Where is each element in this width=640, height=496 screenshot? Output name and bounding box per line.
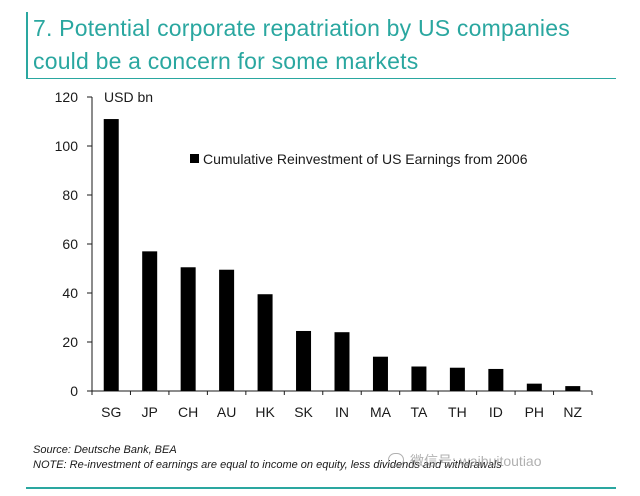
source-note: Source: Deutsche Bank, BEA	[33, 444, 177, 456]
x-tick-label-nz: NZ	[563, 404, 582, 420]
bar-au	[219, 269, 235, 391]
x-tick-label-jp: JP	[142, 404, 158, 420]
bar-ta	[411, 366, 427, 391]
y-tick-label: 40	[62, 285, 78, 301]
y-tick-label: 60	[62, 236, 78, 252]
y-tick-label: 20	[62, 334, 78, 350]
bar-ph	[526, 383, 542, 391]
title-line-1: 7. Potential corporate repatriation by U…	[33, 15, 570, 41]
x-tick-label-au: AU	[217, 404, 236, 420]
x-tick-label-ph: PH	[525, 404, 544, 420]
x-tick-label-th: TH	[448, 404, 467, 420]
title-divider	[26, 78, 616, 79]
y-unit-label: USD bn	[104, 89, 153, 105]
x-tick-label-sg: SG	[101, 404, 121, 420]
bar-jp	[142, 251, 158, 391]
bar-id	[488, 368, 504, 391]
x-tick-label-in: IN	[335, 404, 349, 420]
bottom-divider	[26, 487, 616, 489]
y-tick-label: 0	[70, 383, 78, 399]
y-tick-label: 80	[62, 187, 78, 203]
bar-sk	[296, 330, 312, 391]
x-tick-label-hk: HK	[255, 404, 275, 420]
watermark-text: 微信号: waibuitoutiao	[410, 453, 542, 469]
bar-chart: 0 20 40 60 80 100 120 USD bn SG JP CH AU HK SK IN MA TA T…	[55, 89, 593, 420]
legend-label: Cumulative Reinvestment of US Earnings f…	[203, 151, 528, 167]
x-tick-label-ta: TA	[410, 404, 428, 420]
watermark: 微信号: waibuitoutiao	[388, 451, 542, 471]
y-tick-label: 120	[55, 89, 79, 105]
bar-th	[449, 367, 465, 391]
footnote: NOTE: Re-investment of earnings are equa…	[33, 459, 502, 471]
chart-title: 7. Potential corporate repatriation by U…	[33, 12, 633, 78]
bar-ma	[372, 356, 388, 391]
title-accent-bar	[26, 12, 28, 78]
bar-nz	[565, 386, 581, 391]
y-tick-label: 100	[55, 138, 79, 154]
title-line-2: could be a concern for some markets	[33, 48, 419, 74]
bar-hk	[257, 294, 273, 391]
x-tick-label-sk: SK	[294, 404, 313, 420]
legend-swatch	[190, 154, 199, 163]
bar-in	[334, 332, 350, 391]
wechat-icon	[388, 453, 404, 467]
bar-sg	[103, 119, 119, 392]
x-tick-label-id: ID	[489, 404, 503, 420]
x-tick-label-ma: MA	[370, 404, 392, 420]
bar-ch	[180, 267, 196, 391]
x-tick-label-ch: CH	[178, 404, 198, 420]
